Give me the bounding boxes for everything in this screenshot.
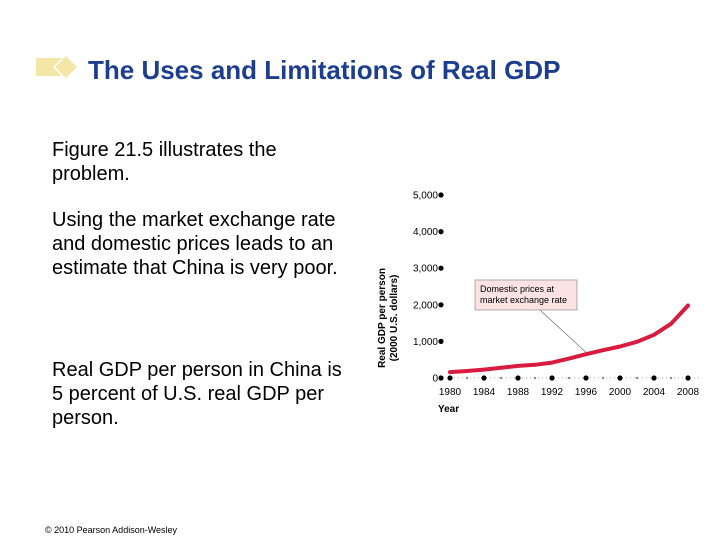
y-tick-label: 1,000 xyxy=(413,337,438,348)
x-minor-tick-dot xyxy=(499,376,503,380)
x-minor-tick-dot xyxy=(669,376,673,380)
callout-pointer xyxy=(539,309,587,353)
y-tick-dot xyxy=(438,192,444,198)
x-tick-label: 2008 xyxy=(677,387,700,398)
callout-text: Domestic prices at xyxy=(480,284,555,294)
y-tick-label: 3,000 xyxy=(413,264,438,275)
x-minor-tick-dot xyxy=(601,376,605,380)
x-tick-dot xyxy=(549,375,555,381)
x-tick-label: 1980 xyxy=(439,387,462,398)
y-tick-dot xyxy=(438,265,444,271)
y-tick-dot xyxy=(438,338,444,344)
series-line xyxy=(448,303,690,375)
y-tick-dot xyxy=(438,375,444,381)
x-minor-tick-dot xyxy=(567,376,571,380)
y-axis-label: Real GDP per person xyxy=(377,268,388,368)
copyright-notice: © 2010 Pearson Addison-Wesley xyxy=(45,525,178,535)
x-minor-tick-dot xyxy=(635,376,639,380)
y-axis-ticks: 0 1,000 2,000 3,000 4,000 5,000 xyxy=(413,191,444,385)
x-tick-dot xyxy=(447,375,453,381)
x-minor-tick-dot xyxy=(465,376,469,380)
y-tick-label: 0 xyxy=(432,374,438,385)
x-tick-label: 1996 xyxy=(575,387,598,398)
y-axis-sublabel: (2000 U.S. dollars) xyxy=(389,275,400,362)
slide-title: The Uses and Limitations of Real GDP xyxy=(88,55,561,85)
x-minor-tick-dot xyxy=(533,376,537,380)
x-tick-label: 2004 xyxy=(643,387,666,398)
y-tick-label: 5,000 xyxy=(413,191,438,202)
x-tick-dot xyxy=(583,375,589,381)
x-tick-dot xyxy=(651,375,657,381)
callout-box xyxy=(474,279,578,311)
x-tick-dot xyxy=(481,375,487,381)
y-tick-dot xyxy=(438,229,444,235)
gdp-line-chart: Real GDP per person (2000 U.S. dollars) … xyxy=(377,191,700,415)
bullet-paragraph-2: Using the market exchange rate and domes… xyxy=(52,209,338,279)
y-tick-dot xyxy=(438,302,444,308)
x-axis-ticks: 1980 1984 1988 1992 1996 2000 2004 2008 xyxy=(439,375,700,398)
x-tick-dot xyxy=(685,375,691,381)
x-axis-label: Year xyxy=(438,404,459,415)
bullet-paragraph-1: Figure 21.5 illustrates the problem. xyxy=(52,139,277,185)
x-tick-dot xyxy=(617,375,623,381)
x-tick-dot xyxy=(515,375,521,381)
x-tick-label: 1992 xyxy=(541,387,564,398)
x-tick-label: 1988 xyxy=(507,387,530,398)
callout-text: market exchange rate xyxy=(480,295,567,305)
x-tick-label: 1984 xyxy=(473,387,496,398)
y-tick-label: 2,000 xyxy=(413,300,438,311)
y-axis-title: Real GDP per person (2000 U.S. dollars) xyxy=(377,268,400,368)
bullet-paragraph-3: Real GDP per person in China is 5 percen… xyxy=(52,359,342,429)
x-tick-label: 2000 xyxy=(609,387,632,398)
title-decoration-icon xyxy=(36,53,80,81)
series-layer xyxy=(448,303,690,375)
y-tick-label: 4,000 xyxy=(413,227,438,238)
